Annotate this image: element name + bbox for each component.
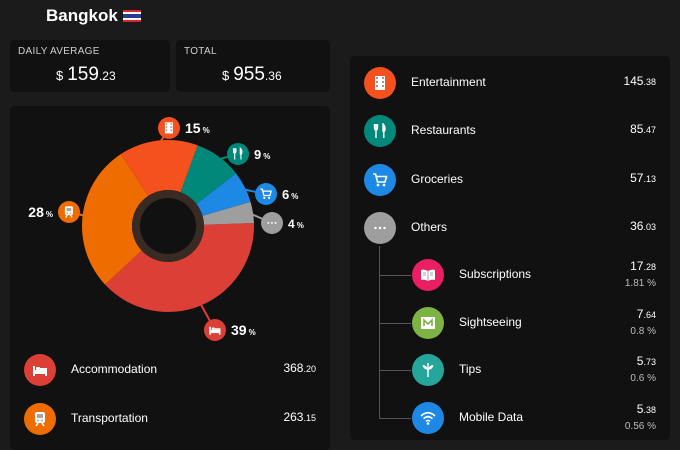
cart-icon (364, 164, 396, 196)
donut-slice-others[interactable] (202, 201, 254, 225)
categories-panel (350, 56, 670, 440)
more-icon (267, 221, 277, 224)
slice-pct-accommodation: 39% (231, 322, 256, 338)
leaf-icon (412, 354, 444, 386)
category-label: Others (411, 220, 448, 234)
total-label: TOTAL (184, 46, 217, 57)
slice-badge-transportation (58, 201, 80, 223)
more-icon (364, 212, 396, 244)
category-percent: 0.8 % (630, 326, 656, 337)
bed-icon (24, 354, 56, 386)
category-percent: 0.6 % (630, 373, 656, 384)
daily-average-label: DAILY AVERAGE (18, 46, 100, 57)
fork-knife-icon (232, 146, 243, 160)
category-amount: 57.13 (630, 171, 656, 185)
others-tree-branch (379, 418, 411, 419)
total-card[interactable]: TOTAL $955.36 (176, 40, 330, 92)
slice-badge-entertainment (158, 117, 180, 139)
category-amount: 368.20 (283, 361, 316, 375)
category-amount: 5.73 (636, 354, 656, 368)
category-label: Subscriptions (459, 267, 532, 281)
slice-pct-restaurants: 9% (254, 147, 270, 162)
daily-average-value: $159.23 (56, 64, 116, 85)
map-icon (412, 307, 444, 339)
category-label: Tips (459, 362, 482, 376)
fork-knife-icon (364, 115, 396, 147)
slice-pct-others: 4% (288, 217, 304, 231)
cart-icon (260, 188, 272, 200)
slice-pct-groceries: 6% (282, 187, 298, 202)
donut-chart: 39 % 28 % 15 % 9 % 6 % 4% (28, 117, 304, 341)
category-label: Transportation (71, 411, 148, 425)
category-amount: 85.47 (630, 122, 656, 136)
slice-badge-groceries (255, 183, 277, 205)
category-amount: 7.64 (636, 307, 656, 321)
category-percent: 1.81 % (624, 278, 656, 289)
donut-hole (140, 198, 196, 254)
slice-badge-restaurants (227, 143, 249, 165)
donut-slice-groceries[interactable] (196, 173, 251, 216)
category-percent: 0.56 % (624, 421, 656, 432)
category-label: Mobile Data (459, 410, 524, 424)
slice-pct-transportation: 28% (28, 204, 53, 220)
slice-badge-accommodation (204, 319, 226, 341)
category-amount: 145.38 (623, 74, 656, 88)
slice-badge-others (261, 212, 283, 234)
donut-slice-entertainment[interactable] (120, 140, 198, 196)
category-label: Sightseeing (459, 315, 522, 329)
wifi-icon (412, 402, 444, 434)
city-name: Bangkok (46, 6, 118, 25)
film-icon (364, 67, 396, 99)
thailand-flag-icon (122, 10, 141, 22)
category-label: Entertainment (411, 75, 486, 89)
donut-slice-transportation[interactable] (82, 154, 149, 285)
category-label: Restaurants (411, 123, 476, 137)
category-amount: 36.03 (630, 219, 656, 233)
bed-icon (209, 326, 221, 335)
book-icon (412, 259, 444, 291)
train-icon (64, 206, 73, 218)
category-amount: 5.38 (636, 402, 656, 416)
train-icon (24, 403, 56, 435)
page-title: Bangkok (46, 6, 141, 26)
daily-average-card[interactable]: DAILY AVERAGE $159.23 (10, 40, 170, 92)
category-label: Accommodation (71, 362, 158, 376)
category-label: Groceries (411, 172, 464, 186)
others-tree-branch (379, 323, 411, 324)
category-amount: 263.15 (283, 410, 316, 424)
others-tree-branch (379, 370, 411, 371)
donut-slice-accommodation[interactable] (105, 222, 255, 312)
slice-pct-entertainment: 15% (185, 120, 210, 136)
category-amount: 17.28 (630, 259, 656, 273)
film-icon (164, 122, 173, 134)
donut-slice-restaurants[interactable] (180, 145, 237, 205)
others-tree-branch (379, 275, 411, 276)
total-value: $955.36 (222, 64, 282, 85)
others-tree-line (379, 246, 380, 418)
